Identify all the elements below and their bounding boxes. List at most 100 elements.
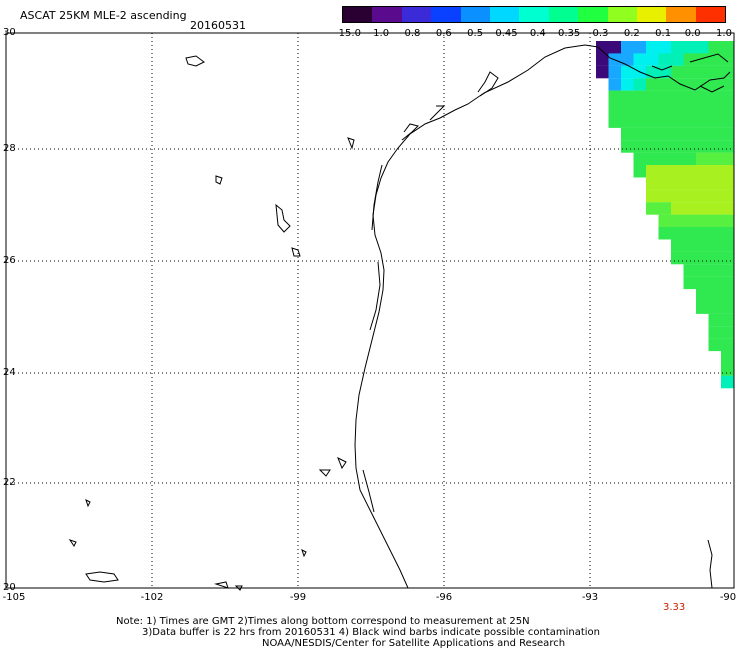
swath-cell	[633, 127, 647, 141]
swath-cell	[696, 177, 709, 190]
swath-cell	[708, 65, 722, 79]
swath-cell	[646, 152, 659, 166]
swath-cell	[658, 177, 672, 190]
swath-cell	[721, 264, 734, 277]
lake-10	[85, 571, 119, 583]
swath-cell	[658, 189, 672, 203]
swath-cell	[721, 115, 734, 128]
swath-cell	[608, 103, 622, 116]
swath-cell	[683, 202, 697, 215]
swath-cell	[658, 90, 672, 104]
swath-cell	[683, 276, 697, 290]
swath-cell	[658, 140, 672, 153]
swath-cell	[633, 140, 647, 153]
barrier-island-1	[371, 164, 383, 231]
lat-label: 20	[3, 582, 16, 593]
colorbar-swatch	[431, 7, 461, 22]
coastline	[68, 44, 731, 591]
lon-label: -105	[2, 592, 26, 603]
swath-cell	[708, 140, 722, 153]
swath-cell	[621, 90, 634, 104]
swath-cell	[671, 177, 684, 190]
swath-cell	[721, 251, 734, 265]
swath-cell	[696, 103, 709, 116]
swath-cell	[708, 177, 722, 190]
swath-cell	[658, 53, 672, 66]
swath-cell	[646, 103, 659, 116]
swath-cell	[658, 103, 672, 116]
colorbar-swatch	[666, 7, 696, 22]
swath-cell	[721, 90, 734, 104]
swath-cell	[683, 264, 697, 277]
colorbar-swatch	[578, 7, 608, 22]
lake-5	[347, 137, 355, 150]
swath-cell	[596, 41, 609, 54]
swath-cell	[646, 177, 659, 190]
swath-cell	[671, 189, 684, 203]
swath-cell	[633, 152, 647, 166]
louisiana-lakes	[651, 65, 725, 93]
swath-cell	[708, 127, 722, 141]
swath-cell	[646, 202, 659, 215]
swath-cell	[708, 189, 722, 203]
swath-cell	[671, 115, 684, 128]
swath-cell	[708, 301, 722, 314]
lake-1	[185, 55, 205, 67]
swath-cell	[696, 127, 709, 141]
swath-cell	[721, 214, 734, 228]
swath-cell	[633, 90, 647, 104]
swath-cell	[658, 41, 672, 54]
lat-label: 22	[3, 477, 16, 488]
swath-cell	[621, 41, 634, 54]
lake-7	[318, 469, 331, 477]
lake-2	[215, 175, 223, 185]
colorbar-swatch	[607, 7, 637, 22]
swath-cell	[671, 140, 684, 153]
swath-cell	[683, 189, 697, 203]
swath-cell	[683, 214, 697, 228]
swath-data	[596, 41, 734, 426]
chart-title: ASCAT 25KM MLE-2 ascending	[20, 9, 187, 22]
swath-cell	[696, 264, 709, 277]
swath-cell	[671, 239, 684, 252]
swath-cell	[671, 41, 684, 54]
swath-cell	[721, 301, 734, 314]
swath-cell	[671, 165, 684, 178]
lake-9	[68, 539, 77, 547]
swath-cell	[683, 78, 697, 91]
lat-label: 30	[3, 27, 16, 38]
lat-label: 28	[3, 143, 16, 154]
lon-label: -90	[719, 592, 737, 603]
barrier-island-3	[362, 469, 375, 513]
barrier-island-2	[369, 261, 381, 331]
lake-13	[301, 549, 307, 558]
swath-cell	[683, 53, 697, 66]
swath-cell	[708, 338, 722, 352]
swath-cell	[683, 152, 697, 166]
swath-cell	[696, 301, 709, 314]
swath-cell	[621, 103, 634, 116]
swath-cell	[658, 214, 672, 228]
swath-cell	[596, 65, 609, 79]
chart-date: 20160531	[190, 19, 246, 32]
swath-cell	[671, 65, 684, 79]
louisiana-coast	[597, 46, 731, 91]
swath-cell	[708, 326, 722, 339]
swath-cell	[683, 177, 697, 190]
swath-cell	[696, 41, 709, 54]
swath-cell	[646, 165, 659, 178]
swath-cell	[621, 127, 634, 141]
swath-cell	[708, 313, 722, 327]
swath-cell	[646, 189, 659, 203]
lon-label: -93	[581, 592, 599, 603]
lon-label: -99	[289, 592, 307, 603]
swath-cell	[708, 276, 722, 290]
swath-cell	[683, 127, 697, 141]
swath-cell	[596, 53, 609, 66]
swath-cell	[721, 165, 734, 178]
swath-cell	[683, 115, 697, 128]
swath-cell	[671, 103, 684, 116]
swath-cell	[646, 115, 659, 128]
swath-cell	[696, 289, 709, 302]
lake-3	[275, 203, 291, 233]
